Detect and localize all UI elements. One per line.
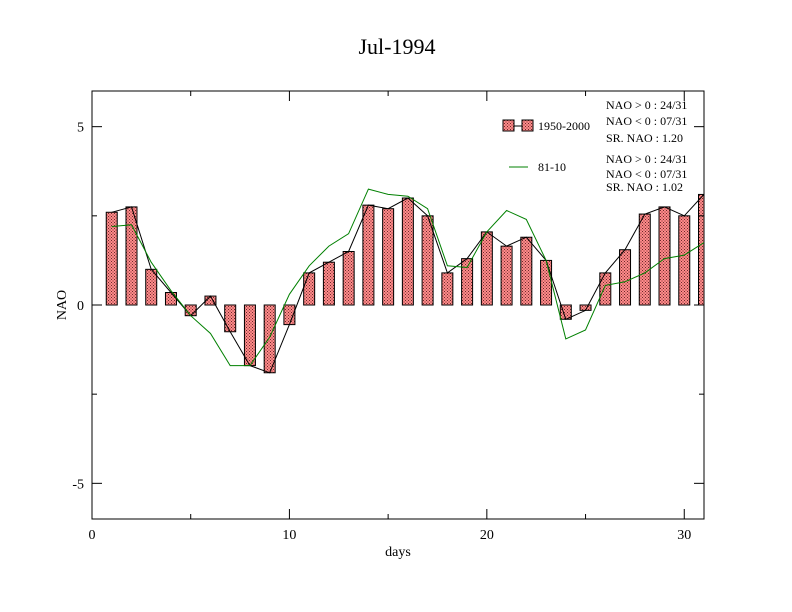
bar-day-28: [638, 213, 651, 306]
stat-positive-81-10: NAO > 0 : 24/31: [606, 152, 687, 166]
x-tick-label-10: 10: [282, 528, 296, 543]
legend-entry-1950-2000: 1950-2000: [502, 119, 590, 133]
bar-day-21: [500, 245, 513, 306]
bar-day-23: [540, 259, 553, 306]
bar-day-7: [224, 304, 237, 333]
bar-day-2: [125, 206, 138, 306]
bar-day-12: [322, 261, 335, 306]
legend: 1950-2000 NAO > 0 : 24/31 NAO < 0 : 07/3…: [502, 98, 687, 194]
line-layer: [111, 188, 705, 374]
legend-bar-right: [521, 119, 534, 132]
bar-day-30: [678, 215, 691, 306]
stat-negative-1950-2000: NAO < 0 : 07/31: [606, 114, 687, 128]
bar-day-3: [145, 268, 158, 306]
bar-day-19: [461, 258, 474, 306]
bar-day-15: [382, 208, 395, 306]
bar-day-8: [243, 304, 256, 367]
x-tick-label-20: 20: [480, 528, 494, 543]
legend-label-1950-2000: 1950-2000: [538, 119, 590, 133]
x-tick-label-0: 0: [89, 528, 96, 543]
x-axis: 0 10 20 30: [89, 91, 691, 543]
bar-day-26: [599, 272, 612, 306]
y-tick-label--5: -5: [72, 477, 84, 492]
bar-day-11: [303, 272, 316, 306]
bar-layer: [105, 193, 705, 374]
legend-stats-81-10: NAO > 0 : 24/31 NAO < 0 : 07/31 SR. NAO …: [606, 152, 687, 194]
legend-label-81-10: 81-10: [538, 160, 566, 174]
bar-day-20: [480, 231, 493, 306]
bar-day-4: [164, 292, 177, 306]
y-axis-label: NAO: [55, 290, 70, 320]
y-axis: -5 0 5: [72, 121, 704, 492]
bar-day-16: [401, 197, 414, 306]
bar-day-18: [441, 272, 454, 306]
stat-negative-81-10: NAO < 0 : 07/31: [606, 167, 687, 181]
y-tick-label-5: 5: [77, 121, 84, 136]
legend-entry-81-10: 81-10: [509, 160, 566, 174]
bar-day-31: [698, 193, 705, 306]
bar-day-22: [520, 236, 533, 306]
legend-stats-1950-2000: NAO > 0 : 24/31 NAO < 0 : 07/31 SR. NAO …: [606, 98, 687, 145]
stat-sr-81-10: SR. NAO : 1.02: [606, 180, 683, 194]
chart-title: Jul-1994: [359, 34, 436, 59]
bar-day-27: [619, 249, 632, 306]
bar-day-13: [342, 251, 355, 306]
stat-sr-1950-2000: SR. NAO : 1.20: [606, 131, 683, 145]
line-81-10: [111, 188, 705, 367]
line-1950-2000: [111, 194, 705, 374]
x-axis-label: days: [385, 545, 411, 560]
x-tick-label-30: 30: [677, 528, 691, 543]
y-tick-label-0: 0: [77, 299, 84, 314]
bar-day-29: [658, 206, 671, 306]
bar-day-17: [421, 215, 434, 306]
legend-bar-left: [502, 119, 515, 132]
bar-day-14: [362, 204, 375, 306]
stat-positive-1950-2000: NAO > 0 : 24/31: [606, 98, 687, 112]
